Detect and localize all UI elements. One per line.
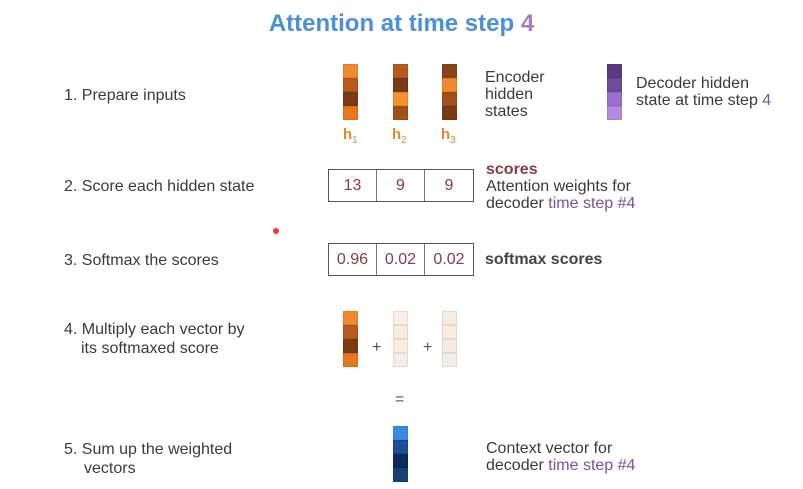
plus-sign-1: + [372,339,382,356]
encoder-vector-h1 [343,64,358,120]
vector-cell [343,353,358,367]
weighted-vector-3 [442,311,457,367]
step-1-label: 1. Prepare inputs [64,87,186,104]
vector-cell [343,106,358,120]
vector-cell [607,92,622,106]
step-3-label: 3. Softmax the scores [64,252,219,269]
weighted-vector-1 [343,311,358,367]
vector-cell [442,339,457,353]
vector-cell [442,92,457,106]
vector-cell [442,325,457,339]
vector-cell [343,64,358,78]
context-label: Context vector for decoder time step #4 [486,440,636,474]
softmax-cell: 0.96 [329,244,377,275]
vector-cell [607,106,622,120]
title-text: Attention at time step [268,10,521,37]
vector-cell [343,92,358,106]
step-4-line1: 4. Multiply each vector by [64,321,245,338]
equals-sign: = [395,391,405,408]
step-2-label: 2. Score each hidden state [64,178,255,195]
weighted-vector-2 [393,311,408,367]
vector-cell [442,78,457,92]
vector-cell [393,468,408,482]
decoder-label: Decoder hidden state at time step 4 [636,75,772,109]
softmax-cell: 0.02 [377,244,425,275]
softmax-label: softmax scores [485,251,603,268]
score-cell: 9 [377,170,425,201]
vector-cell [442,64,457,78]
encoder-vector-h2 [393,64,408,120]
vector-cell [343,311,358,325]
vector-cell [343,78,358,92]
scores-description: scores Attention weights for decoder tim… [486,161,636,212]
vector-cell [393,339,408,353]
step-4-line2: its softmaxed score [81,340,219,357]
vector-cell [343,339,358,353]
plus-sign-2: + [423,339,433,356]
page-title: Attention at time step 4 [0,10,803,38]
softmax-cell: 0.02 [433,250,465,268]
vector-cell [393,78,408,92]
score-cell: 13 [329,170,377,201]
vector-cell [343,325,358,339]
step-4-label: 4. Multiply each vector by its softmaxed… [64,320,245,358]
encoder-vector-h3 [442,64,457,120]
decoder-vector [607,64,622,120]
vector-cell [393,454,408,468]
vector-cell [607,78,622,92]
vector-cell [442,106,457,120]
step-5-line2: vectors [84,460,136,477]
title-number: 4 [520,10,535,37]
scores-box: 13 9 9 [328,169,474,202]
vector-cell [393,92,408,106]
vector-cell [442,311,457,325]
vector-cell [393,311,408,325]
score-cell: 9 [444,176,454,194]
vector-cell [393,325,408,339]
vector-cell [607,64,622,78]
context-vector [393,426,408,482]
h1-label: h1 [343,126,358,146]
cursor-dot [273,228,279,234]
vector-cell [442,353,457,367]
vector-cell [393,64,408,78]
h3-label: h3 [441,126,456,146]
vector-cell [393,106,408,120]
step-5-line1: 5. Sum up the weighted [64,441,233,458]
scores-title: scores [486,161,538,178]
softmax-box: 0.96 0.02 0.02 [328,243,474,276]
vector-cell [393,353,408,367]
step-5-label: 5. Sum up the weighted vectors [64,440,232,478]
encoder-label: Encoder hidden states [485,69,545,120]
h2-label: h2 [392,126,407,146]
vector-cell [393,426,408,440]
vector-cell [393,440,408,454]
